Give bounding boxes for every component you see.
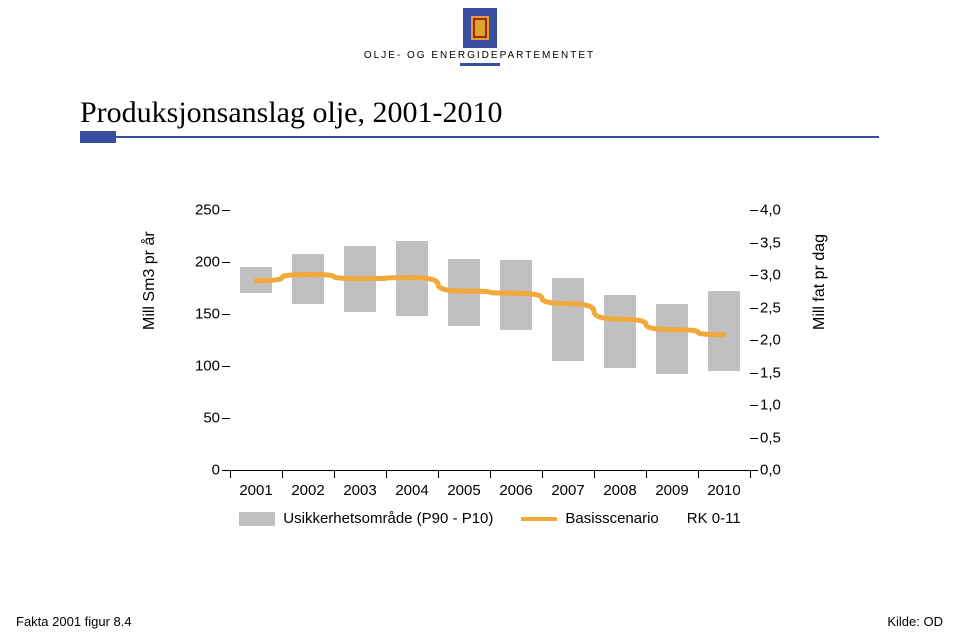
line-layer [230,210,750,470]
y-right-tick-label: 1,5 [760,364,800,381]
legend: Usikkerhetsområde (P90 - P10) Basisscena… [230,510,750,527]
plot-area: 0501001502002500,00,51,01,52,02,53,03,54… [230,210,750,471]
x-tick [282,470,283,478]
y-left-tick-label: 100 [180,358,220,375]
legend-item-base: Basisscenario [521,510,658,527]
legend-label: Usikkerhetsområde (P90 - P10) [283,510,493,527]
y-right-tick-label: 1,0 [760,397,800,414]
x-tick-label: 2006 [499,482,532,499]
y-left-tick-label: 0 [180,462,220,479]
x-tick-label: 2004 [395,482,428,499]
y-right-tick-label: 0,5 [760,429,800,446]
title-block: Produksjonsanslag olje, 2001-2010 [80,96,879,138]
y-left-tick-label: 150 [180,306,220,323]
y-right-tick-label: 0,0 [760,462,800,479]
y-left-tick-label: 200 [180,254,220,271]
x-tick [594,470,595,478]
x-tick [386,470,387,478]
base-scenario-line [256,274,724,334]
y-left-axis-title: Mill Sm3 pr år [141,231,159,330]
y-right-tick-label: 3,5 [760,234,800,251]
x-tick [490,470,491,478]
footer-left: Fakta 2001 figur 8.4 [16,614,132,629]
page: OLJE- OG ENERGIDEPARTEMENTET Produksjons… [0,0,959,639]
y-left-tick [222,210,230,211]
y-right-tick-label: 2,0 [760,332,800,349]
department-name: OLJE- OG ENERGIDEPARTEMENTET [0,50,959,61]
x-tick [334,470,335,478]
x-tick-label: 2002 [291,482,324,499]
x-tick-label: 2010 [707,482,740,499]
y-right-tick-label: 4,0 [760,202,800,219]
y-right-tick [750,308,758,309]
x-tick-label: 2005 [447,482,480,499]
legend-swatch-line [521,517,557,521]
y-right-tick-label: 3,0 [760,267,800,284]
y-left-tick-label: 250 [180,202,220,219]
y-left-tick [222,418,230,419]
x-tick-label: 2009 [655,482,688,499]
footer-right: Kilde: OD [887,614,943,629]
x-tick-label: 2001 [239,482,272,499]
coat-of-arms-icon [463,8,497,48]
legend-label: Basisscenario [565,510,658,527]
page-title: Produksjonsanslag olje, 2001-2010 [80,96,879,130]
legend-swatch-bar [239,512,275,526]
y-right-tick [750,210,758,211]
crest-inner [471,16,489,40]
title-rule [80,136,879,138]
y-right-tick [750,405,758,406]
y-right-tick [750,243,758,244]
x-tick [230,470,231,478]
y-right-tick [750,438,758,439]
department-underline [460,63,500,66]
y-left-tick [222,314,230,315]
legend-label: RK 0-11 [687,510,741,527]
x-tick [542,470,543,478]
x-tick-label: 2003 [343,482,376,499]
y-right-tick-label: 2,5 [760,299,800,316]
x-tick-label: 2008 [603,482,636,499]
y-left-tick [222,262,230,263]
y-right-tick [750,470,758,471]
legend-item-rk: RK 0-11 [687,510,741,527]
y-right-axis-title: Mill fat pr dag [811,234,829,330]
y-left-tick [222,366,230,367]
y-left-tick [222,470,230,471]
legend-item-uncertainty: Usikkerhetsområde (P90 - P10) [239,510,493,527]
x-tick-label: 2007 [551,482,584,499]
y-right-tick [750,340,758,341]
header: OLJE- OG ENERGIDEPARTEMENTET [0,8,959,66]
x-tick [750,470,751,478]
y-right-tick [750,275,758,276]
x-tick [438,470,439,478]
x-tick [646,470,647,478]
chart: Mill Sm3 pr år Mill fat pr dag 050100150… [160,200,820,540]
x-tick [698,470,699,478]
y-right-tick [750,373,758,374]
y-left-tick-label: 50 [180,410,220,427]
